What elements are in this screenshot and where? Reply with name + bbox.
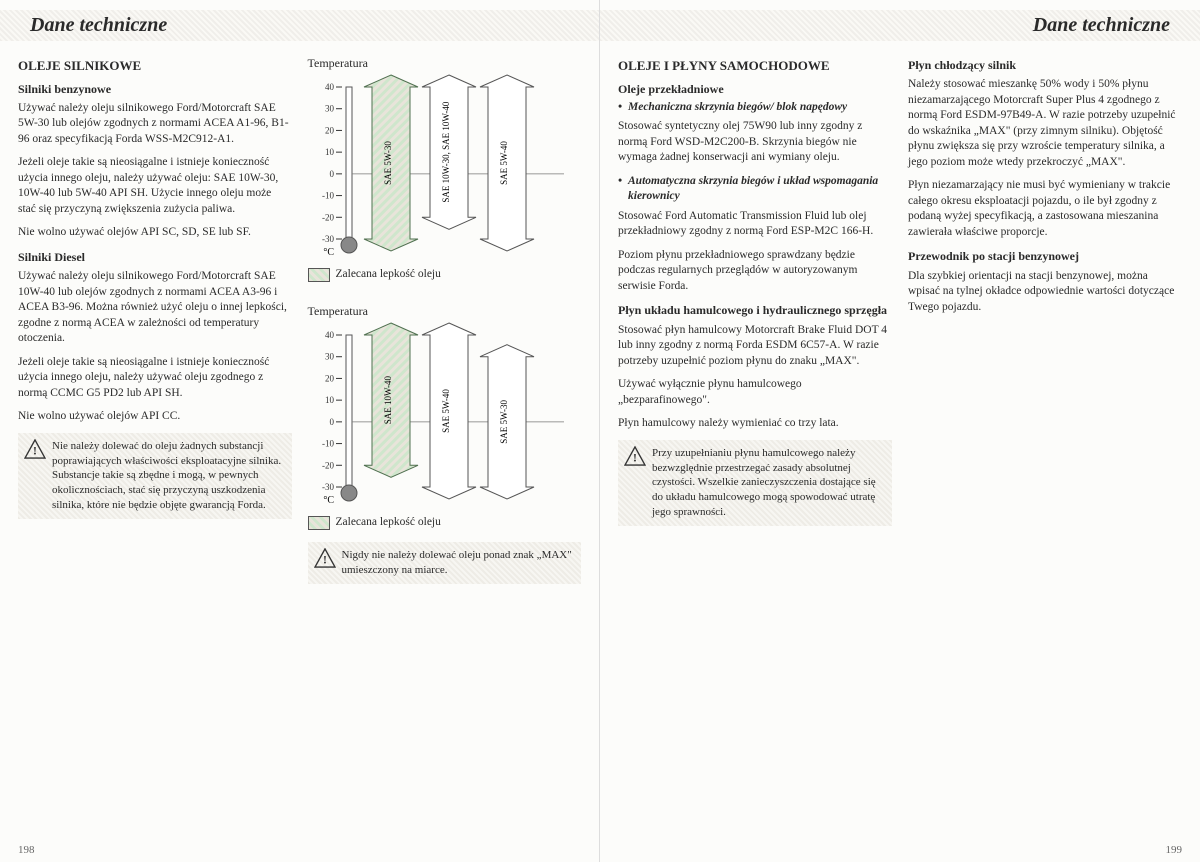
warning-icon: ! [624, 446, 646, 466]
warning-brake: ! Przy uzupełnianiu płynu hamulcowego na… [618, 440, 892, 526]
page-left: Dane techniczne OLEJE SILNIKOWE Silniki … [0, 0, 600, 862]
para-diesel-3: Nie wolno używać olejów API CC. [18, 409, 292, 425]
para-diesel-1: Używać należy oleju silnikowego Ford/Mot… [18, 269, 292, 347]
warning-icon: ! [314, 548, 336, 568]
para-brake-2: Używać wyłącznie płynu hamulcowego „bezp… [618, 377, 892, 408]
svg-text:!: ! [633, 450, 637, 464]
page-header-right: Dane techniczne [600, 10, 1200, 41]
chart1-title: Temperatura [308, 55, 582, 71]
svg-text:SAE 10W-40: SAE 10W-40 [383, 375, 393, 424]
para-diesel-2: Jeżeli oleje takie są nieosiągalne i ist… [18, 355, 292, 402]
warning-additives: ! Nie należy dolewać do oleju żadnych su… [18, 433, 292, 519]
para-coolant-1: Należy stosować mieszankę 50% wody i 50%… [908, 77, 1182, 170]
left-col-1: OLEJE SILNIKOWE Silniki benzynowe Używać… [18, 51, 292, 584]
chart-petrol: 40 30 20 10 0 -10 -20 -30 °C SAE 5W-30 SAE 10W-30,… [308, 73, 568, 263]
svg-text:-30: -30 [322, 482, 334, 492]
warning-brake-text: Przy uzupełnianiu płynu hamulcowego nale… [652, 447, 876, 518]
heading-trans-oils: Oleje przekładniowe [618, 81, 892, 97]
left-columns: OLEJE SILNIKOWE Silniki benzynowe Używać… [18, 51, 581, 584]
right-col-2: Płyn chłodzący silnik Należy stosować mi… [908, 51, 1182, 526]
warning-max-text: Nigdy nie należy dolewać oleju ponad zna… [342, 549, 572, 576]
para-coolant-2: Płyn niezamarzający nie musi być wymieni… [908, 178, 1182, 240]
warning-max: ! Nigdy nie należy dolewać oleju ponad z… [308, 542, 582, 584]
chart-petrol-wrap: Temperatura 40 30 20 10 0 -10 -20 -30 °C SAE 5W-3… [308, 55, 582, 283]
svg-text:SAE 5W-30: SAE 5W-30 [499, 399, 509, 443]
svg-text:0: 0 [329, 169, 334, 179]
svg-text:20: 20 [325, 126, 335, 136]
para-auto-2: Poziom płynu przekładniowego sprawdzany … [618, 248, 892, 295]
right-col-1: OLEJE I PŁYNY SAMOCHODOWE Oleje przekład… [618, 51, 892, 526]
svg-text:°C: °C [323, 495, 334, 506]
chart-diesel: 40 30 20 10 0 -10 -20 -30 °C SAE 10W-40 SAE 5W-40 S… [308, 321, 568, 511]
svg-text:40: 40 [325, 82, 335, 92]
heading-fuel-guide: Przewodnik po stacji benzynowej [908, 248, 1182, 264]
svg-text:-20: -20 [322, 212, 334, 222]
svg-text:30: 30 [325, 352, 335, 362]
heading-petrol-engines: Silniki benzynowe [18, 81, 292, 97]
legend-2-text: Zalecana lepkość oleju [336, 515, 441, 531]
para-manual: Stosować syntetyczny olej 75W90 lub inny… [618, 119, 892, 166]
para-brake-3: Płyn hamulcowy należy wymieniać co trzy … [618, 416, 892, 432]
heading-engine-oils: OLEJE SILNIKOWE [18, 57, 292, 75]
svg-text:-20: -20 [322, 460, 334, 470]
svg-text:30: 30 [325, 104, 335, 114]
legend-2: Zalecana lepkość oleju [308, 515, 582, 531]
heading-brake-fluid: Płyn układu hamulcowego i hydraulicznego… [618, 302, 892, 318]
svg-text:!: ! [33, 443, 37, 457]
svg-text:-10: -10 [322, 191, 334, 201]
svg-text:°C: °C [323, 247, 334, 258]
svg-text:10: 10 [325, 147, 335, 157]
para-petrol-2: Jeżeli oleje takie są nieosiągalne i ist… [18, 155, 292, 217]
legend-1-text: Zalecana lepkość oleju [336, 267, 441, 283]
para-auto-1: Stosować Ford Automatic Transmission Flu… [618, 209, 892, 240]
warning-additives-text: Nie należy dolewać do oleju żadnych subs… [52, 440, 281, 511]
page-right: Dane techniczne OLEJE I PŁYNY SAMOCHODOW… [600, 0, 1200, 862]
svg-text:SAE 5W-30: SAE 5W-30 [383, 141, 393, 185]
heading-coolant: Płyn chłodzący silnik [908, 57, 1182, 73]
svg-text:-30: -30 [322, 234, 334, 244]
right-columns: OLEJE I PŁYNY SAMOCHODOWE Oleje przekład… [618, 51, 1182, 526]
legend-1: Zalecana lepkość oleju [308, 267, 582, 283]
chart-diesel-wrap: Temperatura 40 30 20 10 0 -10 -20 -30 °C SAE 10W-… [308, 303, 582, 531]
svg-text:20: 20 [325, 373, 335, 383]
svg-text:SAE 10W-30, SAE 10W-40: SAE 10W-30, SAE 10W-40 [441, 101, 451, 202]
chart2-title: Temperatura [308, 303, 582, 319]
warning-icon: ! [24, 439, 46, 459]
page-header-left: Dane techniczne [0, 10, 599, 41]
svg-text:40: 40 [325, 330, 335, 340]
svg-text:-10: -10 [322, 438, 334, 448]
page-number-right: 199 [1166, 844, 1183, 856]
heading-fluids: OLEJE I PŁYNY SAMOCHODOWE [618, 57, 892, 75]
page-number-left: 198 [18, 844, 35, 856]
legend-swatch-icon [308, 516, 330, 530]
bullet-auto-gearbox: Automatyczna skrzynia biegów i układ wsp… [628, 174, 892, 205]
left-col-2: Temperatura 40 30 20 10 0 -10 -20 -30 °C SAE 5W-3… [308, 51, 582, 584]
svg-text:10: 10 [325, 395, 335, 405]
para-petrol-3: Nie wolno używać olejów API SC, SD, SE l… [18, 225, 292, 241]
para-brake-1: Stosować płyn hamulcowy Motorcraft Brake… [618, 323, 892, 370]
para-fuel-guide: Dla szybkiej orientacji na stacji benzyn… [908, 269, 1182, 316]
svg-text:!: ! [323, 553, 327, 567]
legend-swatch-icon [308, 268, 330, 282]
svg-text:0: 0 [329, 417, 334, 427]
svg-text:SAE 5W-40: SAE 5W-40 [441, 389, 451, 433]
heading-diesel-engines: Silniki Diesel [18, 249, 292, 265]
bullet-manual-gearbox: Mechaniczna skrzynia biegów/ blok napędo… [628, 100, 892, 116]
para-petrol-1: Używać należy oleju silnikowego Ford/Mot… [18, 101, 292, 148]
svg-text:SAE 5W-40: SAE 5W-40 [499, 141, 509, 185]
